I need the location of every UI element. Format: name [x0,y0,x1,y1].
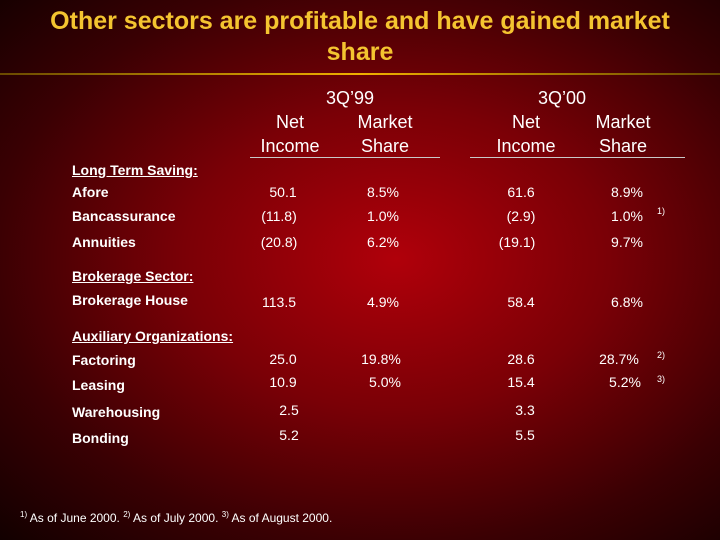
cell-leasing-share-3q00: 5.2% [609,374,641,390]
cell-annuities-share-3q99: 6.2% [367,234,399,250]
period-label-3q00: 3Q’00 [537,88,587,108]
cell-brokerage-income-3q99: 113.5 [262,294,296,310]
header-share-3q00: Share [598,136,648,156]
header-market-3q00: Market [595,112,651,132]
note-marker-leasing: 3) [657,374,666,384]
footnote-mark-1: 1) [20,510,28,519]
period-label-3q99: 3Q’99 [325,88,375,108]
slide-title-line2: share [326,38,394,66]
cell-bancassurance-share-3q99: 1.0% [367,208,399,224]
footnote-text-2: As of July 2000. [133,511,219,525]
cell-afore-income-3q99: 50.1 [269,184,297,200]
cell-brokerage-share-3q00: 6.8% [611,294,643,310]
cell-bancassurance-income-3q99: (11.8) [261,208,297,224]
cell-afore-share-3q99: 8.5% [367,184,399,200]
cell-warehousing-income-3q00: 3.3 [515,402,535,418]
cell-bonding-income-3q00: 5.5 [515,427,535,443]
cell-bonding-income-3q99: 5.2 [279,427,299,443]
cell-factoring-income-3q00: 28.6 [507,351,535,367]
cell-leasing-income-3q00: 15.4 [507,374,535,390]
title-divider [0,73,720,75]
section-brokerage-sector: Brokerage Sector: [72,268,194,284]
header-net-3q00: Net [511,112,540,132]
section-long-term-saving: Long Term Saving: [72,162,198,178]
section-auxiliary-organizations: Auxiliary Organizations: [72,328,234,344]
footnote-text-3: As of August 2000. [231,511,333,525]
row-label-leasing: Leasing [72,377,125,393]
row-label-warehousing: Warehousing [72,404,161,420]
footnote-mark-3: 3) [221,510,229,519]
cell-factoring-share-3q99: 19.8% [361,351,401,367]
footnote-mark-2: 2) [123,510,131,519]
footnote-text-1: As of June 2000. [29,511,120,525]
cell-annuities-income-3q99: (20.8) [260,234,298,250]
slide-title: Other sectors are profitable and have ga… [0,6,720,68]
header-rule-3q99 [250,157,440,158]
footnotes: 1) As of June 2000. 2) As of July 2000. … [20,510,332,525]
cell-bancassurance-share-3q00: 1.0% [611,208,643,224]
cell-factoring-income-3q99: 25.0 [269,351,297,367]
header-market-3q99: Market [357,112,413,132]
header-income-3q00: Income [496,136,556,156]
cell-warehousing-income-3q99: 2.5 [279,402,299,418]
cell-afore-share-3q00: 8.9% [611,184,643,200]
header-share-3q99: Share [360,136,410,156]
cell-annuities-income-3q00: (19.1) [498,234,536,250]
cell-annuities-share-3q00: 9.7% [611,234,643,250]
header-income-3q99: Income [260,136,320,156]
row-label-bancassurance: Bancassurance [72,208,176,224]
note-marker-factoring: 2) [657,350,666,360]
cell-bancassurance-income-3q00: (2.9) [506,208,536,224]
row-label-afore: Afore [72,184,109,200]
row-label-bonding: Bonding [72,430,129,446]
row-label-factoring: Factoring [72,352,136,368]
slide-title-line1: Other sectors are profitable and have ga… [50,7,670,35]
header-rule-3q00 [470,157,685,158]
row-label-annuities: Annuities [72,234,136,250]
cell-factoring-share-3q00: 28.7% [599,351,639,367]
cell-afore-income-3q00: 61.6 [507,184,535,200]
row-label-brokerage-house: Brokerage House [72,292,188,308]
cell-leasing-share-3q99: 5.0% [369,374,401,390]
cell-leasing-income-3q99: 10.9 [269,374,297,390]
note-marker-bancassurance: 1) [657,206,666,216]
cell-brokerage-income-3q00: 58.4 [507,294,535,310]
cell-brokerage-share-3q99: 4.9% [367,294,399,310]
header-net-3q99: Net [275,112,304,132]
